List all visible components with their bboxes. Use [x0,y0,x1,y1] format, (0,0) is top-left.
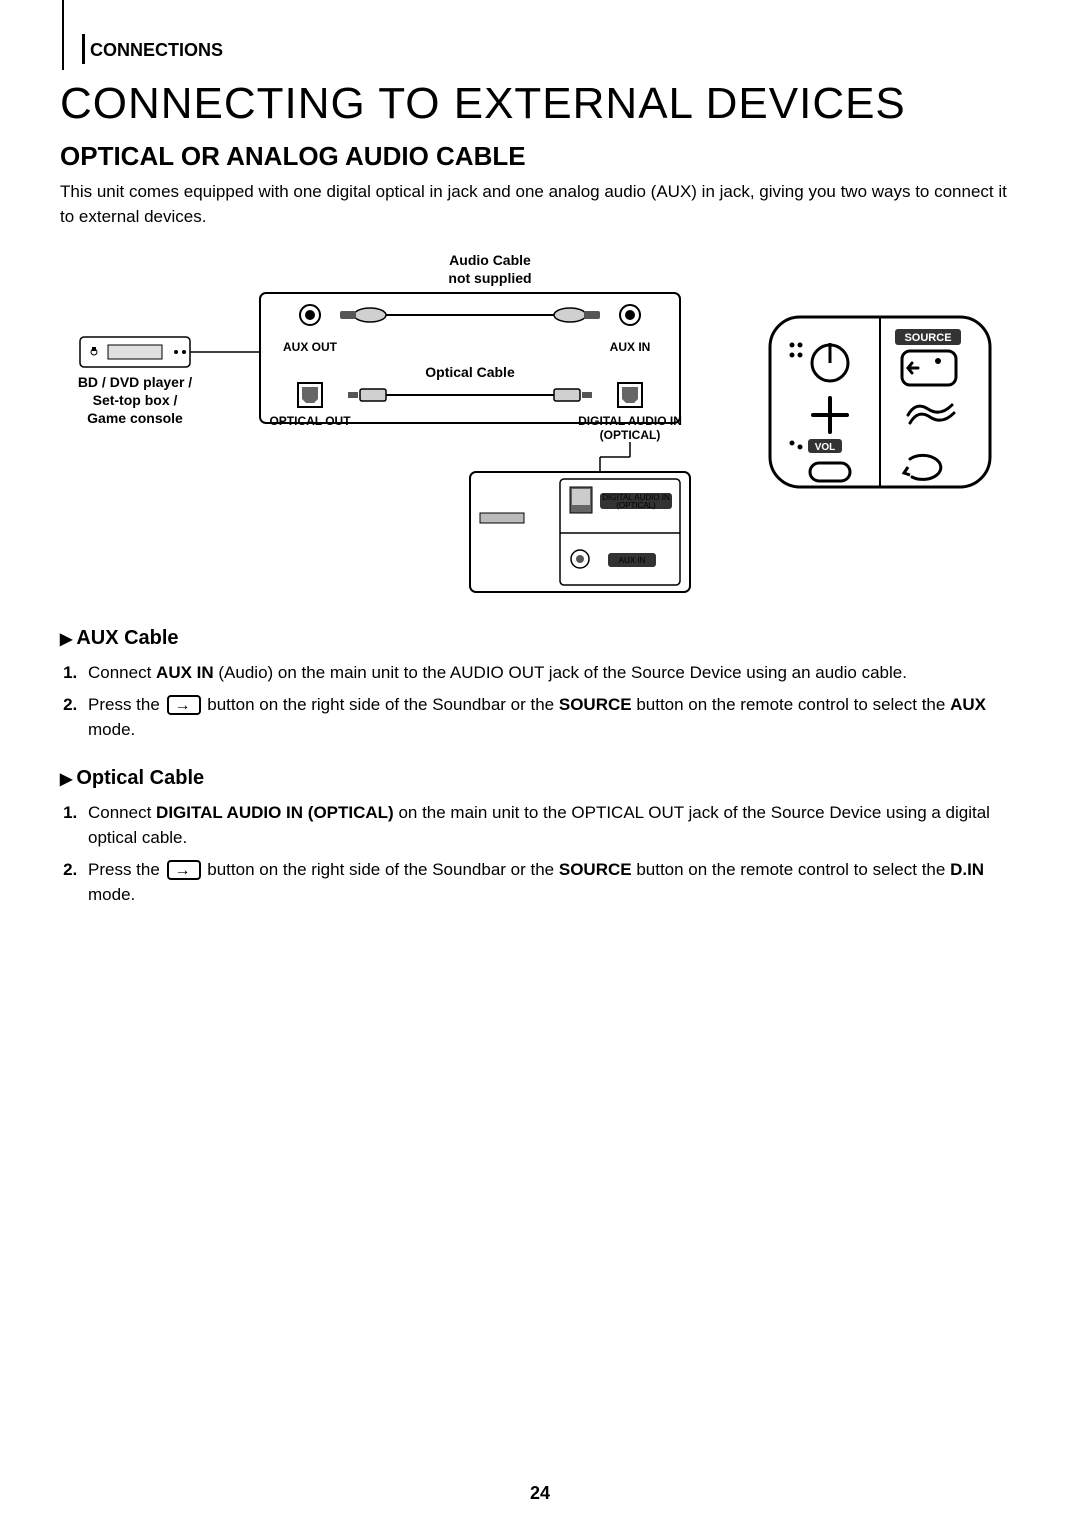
optical-cable-label: Optical Cable [425,364,515,380]
audio-cable-label: Audio Cable [449,252,531,268]
list-item: Connect AUX IN (Audio) on the main unit … [82,660,1020,686]
optical-out-label: OPTICAL OUT [269,414,351,428]
list-item: Connect DIGITAL AUDIO IN (OPTICAL) on th… [82,800,1020,851]
digital-audio-in-port [618,383,642,407]
source-device-l2: Set-top box / [93,392,178,408]
aux-in-label: AUX IN [610,340,651,354]
source-device-l1: BD / DVD player / [78,374,192,390]
page-title: CONNECTING TO EXTERNAL DEVICES [60,79,1020,129]
source-device-l3: Game console [87,410,183,426]
triangle-icon: ▶ [60,631,72,648]
intro-paragraph: This unit comes equipped with one digita… [60,180,1020,229]
audio-cable-label-2: not supplied [448,270,531,286]
port-aux: AUX IN [619,556,646,565]
list-item: Press the button on the right side of th… [82,692,1020,743]
remote-source-label: SOURCE [904,332,951,344]
digital-in-label-1: DIGITAL AUDIO IN [578,414,682,428]
soundbar-unit-icon: DIGITAL AUDIO IN (OPTICAL) AUX IN [470,472,690,592]
source-button-icon [167,695,201,715]
page-subtitle: OPTICAL OR ANALOG AUDIO CABLE [60,141,1020,172]
source-device-icon [80,337,190,367]
aux-heading: ▶AUX Cable [60,627,1020,650]
triangle-icon: ▶ [60,771,72,788]
section-label: CONNECTIONS [60,40,1020,61]
aux-out-label: AUX OUT [283,340,338,354]
port-digital-l2: (OPTICAL) [616,501,656,510]
aux-steps: Connect AUX IN (Audio) on the main unit … [60,660,1020,743]
list-item: Press the button on the right side of th… [82,857,1020,908]
remote-panel-icon: SOURCE VO [770,317,990,487]
optical-cable-icon [348,389,592,401]
source-button-icon [167,860,201,880]
optical-out-port [298,383,322,407]
connection-diagram: Audio Cable not supplied AUX OUT AUX IN … [60,247,1020,597]
page-number: 24 [0,1483,1080,1504]
digital-in-label-2: (OPTICAL) [600,428,661,442]
remote-vol-label: VOL [815,442,836,453]
audio-cable-icon [340,308,600,322]
optical-heading: ▶Optical Cable [60,767,1020,790]
optical-steps: Connect DIGITAL AUDIO IN (OPTICAL) on th… [60,800,1020,908]
